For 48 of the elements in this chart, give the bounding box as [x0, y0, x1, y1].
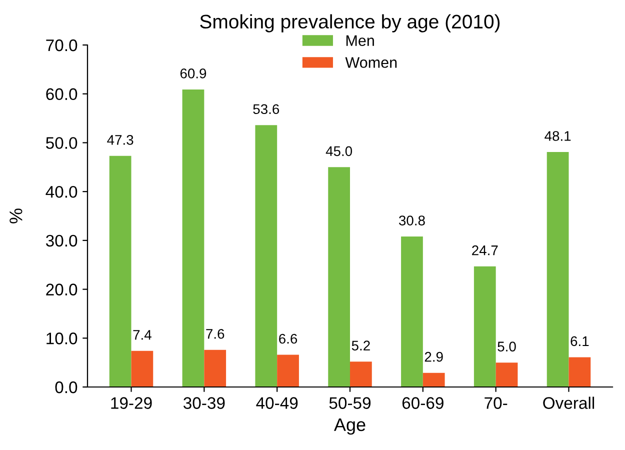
- bar: [546, 152, 569, 387]
- bar: [277, 354, 299, 387]
- bar: [204, 350, 226, 387]
- data-label: 2.9: [424, 352, 443, 362]
- y-tick-label: 50.0: [46, 137, 78, 149]
- bar: [350, 362, 372, 387]
- bar: [422, 372, 445, 387]
- y-tick-label: 10.0: [46, 332, 78, 344]
- y-tick-label: 40.0: [46, 186, 78, 198]
- x-tick-label: 40-49: [256, 397, 298, 409]
- y-tick-label: 70.0: [46, 39, 78, 52]
- y-tick-label: 60.0: [46, 88, 78, 100]
- y-axis-title: %: [10, 208, 22, 224]
- data-label: 24.7: [472, 245, 498, 256]
- legend-label: Men: [346, 35, 374, 46]
- x-tick-label: 50-59: [329, 397, 371, 409]
- data-label: 48.1: [544, 131, 571, 141]
- data-label: 7.6: [206, 328, 224, 339]
- x-axis-title: Age: [334, 418, 366, 435]
- bar: [496, 362, 518, 387]
- x-tick-label: 19-29: [111, 397, 152, 409]
- x-tick-label: 60-69: [402, 397, 444, 409]
- y-tick-label: 20.0: [46, 284, 78, 296]
- data-label: 5.2: [352, 340, 370, 351]
- data-label: 7.4: [133, 330, 152, 340]
- bar: [474, 266, 496, 387]
- bar: [328, 167, 350, 387]
- data-label: 53.6: [253, 104, 280, 114]
- data-label: 47.3: [107, 134, 134, 145]
- x-tick-label: 30-39: [183, 397, 225, 409]
- chart-title: Smoking prevalence by age (2010): [200, 14, 500, 32]
- data-label: 6.1: [570, 336, 589, 346]
- y-tick-label: 0.0: [55, 381, 78, 394]
- y-tick-label: 30.0: [46, 234, 78, 247]
- data-label: 5.0: [498, 342, 516, 352]
- bar: [131, 350, 154, 387]
- legend-label: Women: [345, 57, 397, 68]
- x-tick-label: 70-: [484, 397, 508, 409]
- data-label: 60.9: [180, 68, 206, 78]
- bar: [109, 156, 132, 387]
- bar: [182, 89, 204, 387]
- bar: [401, 236, 423, 387]
- data-label: 6.6: [279, 334, 298, 344]
- x-tick-label: Overall: [543, 396, 594, 409]
- data-label: 30.8: [398, 216, 425, 226]
- data-label: 45.0: [326, 146, 352, 156]
- bar: [568, 357, 591, 387]
- bar: [255, 125, 278, 387]
